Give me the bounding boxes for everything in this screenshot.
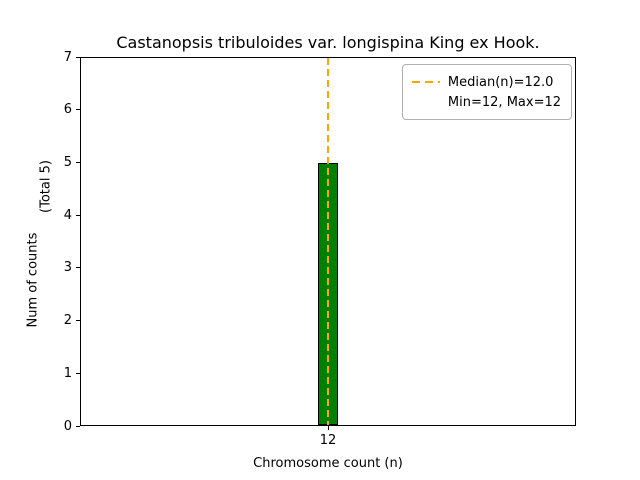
y-tick-mark [76, 267, 80, 269]
median-line [327, 58, 329, 425]
y-tick-label: 7 [63, 49, 72, 65]
y-tick-mark [76, 425, 80, 427]
y-axis-label: Num of counts [25, 232, 41, 328]
y-tick-label: 4 [63, 207, 72, 223]
y-tick-label: 2 [63, 313, 72, 329]
x-tick-mark [327, 426, 329, 430]
legend-sample-blank [412, 101, 440, 103]
legend-row-median: Median(n)=12.0 [411, 72, 561, 92]
legend-row-minmax: Min=12, Max=12 [412, 92, 561, 112]
y-tick-label: 0 [63, 418, 72, 434]
median-line-sample-icon [411, 81, 440, 83]
chart-title: Castanopsis tribuloides var. longispina … [116, 33, 540, 52]
y-tick-label: 6 [63, 102, 72, 118]
y-tick-mark [76, 320, 80, 322]
y-tick-label: 3 [63, 260, 72, 276]
y-tick-mark [76, 161, 80, 163]
legend-label-median: Median(n)=12.0 [447, 74, 554, 90]
y-tick-label: 1 [63, 365, 72, 381]
legend-label-minmax: Min=12, Max=12 [447, 94, 561, 110]
y-tick-mark [76, 109, 80, 111]
y-tick-mark [76, 372, 80, 374]
x-axis-label: Chromosome count (n) [253, 456, 403, 471]
legend: Median(n)=12.0 Min=12, Max=12 [401, 64, 572, 120]
x-tick-label: 12 [319, 433, 337, 448]
y-tick-mark [76, 56, 80, 58]
y-tick-label: 5 [63, 154, 72, 170]
y-tick-mark [76, 214, 80, 216]
